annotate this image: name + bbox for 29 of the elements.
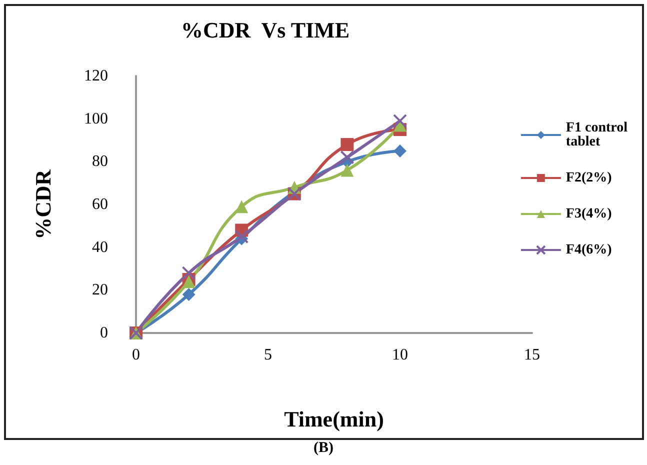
point <box>340 138 354 152</box>
legend-label: F4(6%) <box>566 242 612 258</box>
point <box>182 275 196 288</box>
point <box>393 114 407 128</box>
y-tick-label: 40 <box>92 238 108 256</box>
text: (B) <box>312 440 334 457</box>
x-tick-label: 10 <box>392 346 408 364</box>
y-tick-label: 20 <box>92 282 108 299</box>
y-axis-title: %CDR <box>30 168 56 240</box>
x-tick-label: 5 <box>264 346 272 364</box>
point <box>235 200 248 214</box>
x-tick-label: 0 <box>132 346 140 364</box>
point <box>182 266 196 280</box>
y-tick-label: 60 <box>92 196 108 213</box>
point <box>234 230 249 244</box>
chart-title: %CDR Vs TIME <box>181 18 350 42</box>
y-tick-label: 100 <box>84 110 108 128</box>
legend-label: F1 control tablet <box>566 120 632 150</box>
legend-label: F3(4%) <box>566 206 612 222</box>
y-tick-label: 80 <box>92 153 108 170</box>
point <box>394 144 406 158</box>
point <box>340 164 354 177</box>
point <box>340 150 354 164</box>
point <box>182 288 196 301</box>
y-tick-label: 0 <box>100 324 108 342</box>
legend-label: F2(2%) <box>566 170 612 186</box>
x-tick-label: 15 <box>524 346 540 364</box>
y-tick-label: 120 <box>84 68 108 84</box>
x-axis-title: Time(min) <box>284 406 384 432</box>
